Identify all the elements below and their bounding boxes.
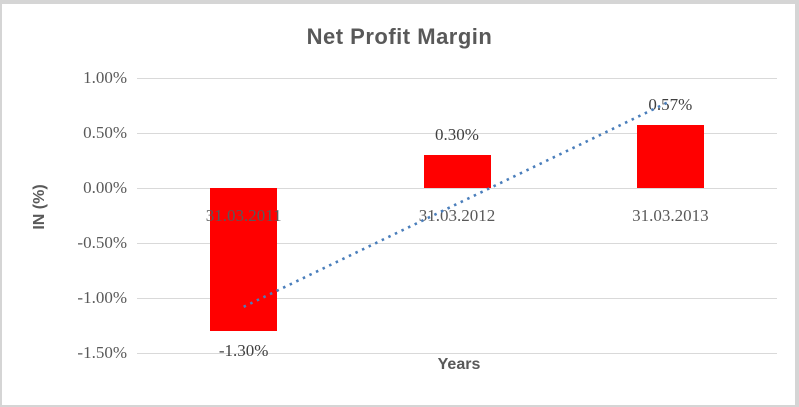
chart-title: Net Profit Margin <box>306 24 493 49</box>
gridline <box>137 298 777 299</box>
trendline-segment <box>243 99 671 308</box>
bar <box>636 125 704 188</box>
y-tick-label: -1.50% <box>77 343 127 362</box>
category-label: 31.03.2012 <box>418 206 496 225</box>
bar <box>423 155 491 188</box>
data-label: 0.57% <box>648 95 693 115</box>
data-label: 0.30% <box>435 125 479 144</box>
y-tick-label: -1.00% <box>77 288 127 307</box>
gridline <box>137 243 777 244</box>
y-tick-label: 0.00% <box>83 178 127 197</box>
gridline <box>137 133 777 134</box>
bar <box>210 188 278 331</box>
trendline <box>243 99 671 308</box>
category-label: 31.03.2013 <box>632 206 709 225</box>
data-label: -1.30% <box>218 341 269 360</box>
plot-area: 1.00% 0.50% 0.00% -0.50% -1.00% -1.50% 31.03.2… <box>77 68 777 362</box>
y-tick-label: 1.00% <box>83 68 127 87</box>
gridline <box>137 353 777 354</box>
category-label: 31.03.2011 <box>205 206 282 225</box>
gridline <box>137 188 777 189</box>
x-axis-title: Years <box>437 356 481 373</box>
gridline <box>137 78 777 79</box>
y-tick-label: 0.50% <box>83 123 127 142</box>
y-tick-label: -0.50% <box>77 233 127 252</box>
